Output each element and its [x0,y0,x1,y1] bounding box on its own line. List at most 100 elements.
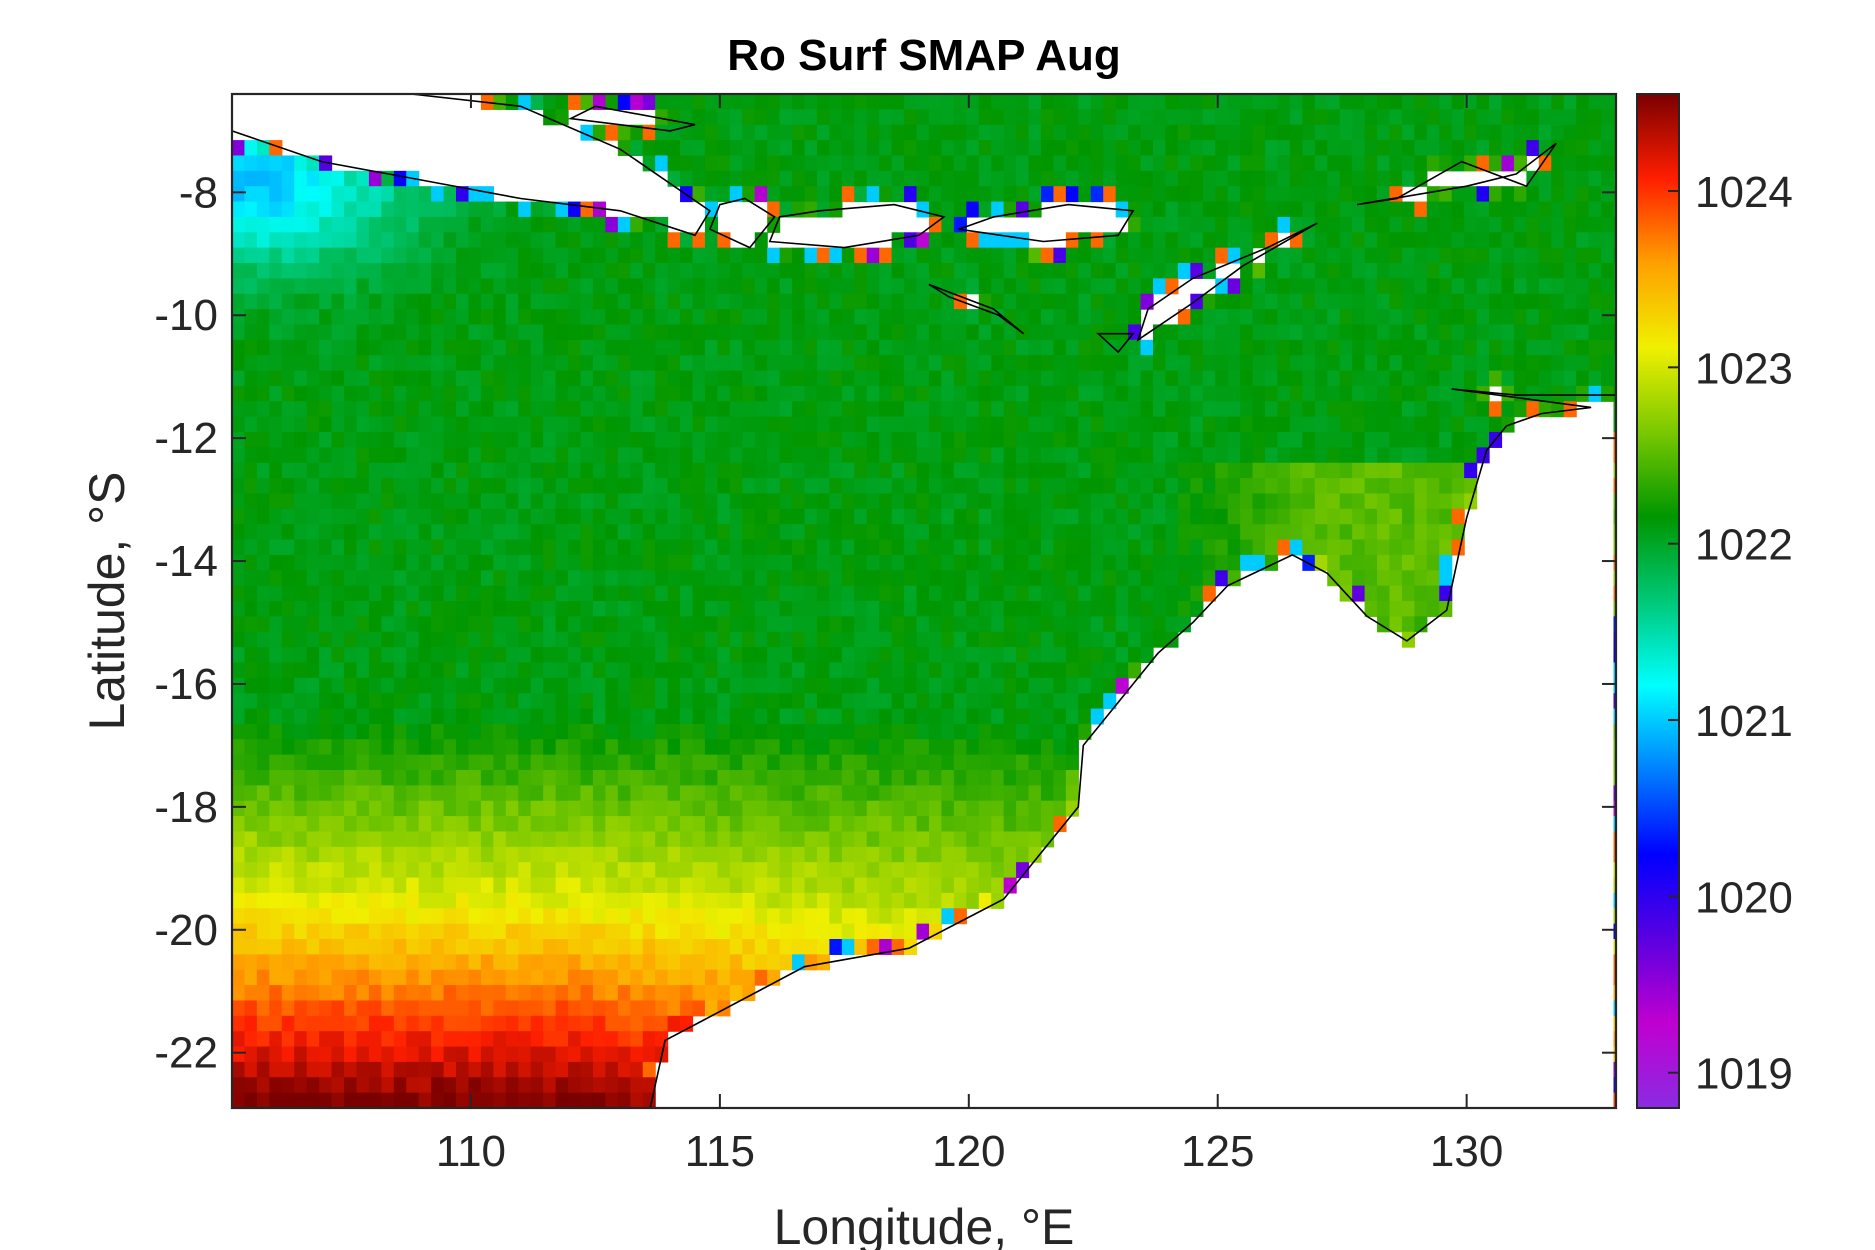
heatmap-cell [406,1031,420,1048]
heatmap-cell [729,831,743,848]
heatmap-cell [393,939,407,955]
heatmap-cell [269,370,283,387]
heatmap-cell [879,616,893,633]
heatmap-cell [543,201,557,218]
heatmap-cell [966,355,980,372]
heatmap-cell [991,447,1005,464]
heatmap-cell [953,831,967,848]
heatmap-cell [704,109,718,126]
heatmap-cell [866,846,880,863]
heatmap-cell [592,616,606,633]
heatmap-cell [568,1061,582,1078]
heatmap-cell [904,908,918,925]
heatmap-cell [630,892,644,909]
heatmap-cell [344,247,358,264]
heatmap-cell [928,693,943,710]
heatmap-cell [767,186,781,203]
heatmap-cell [530,770,544,786]
heatmap-cell [530,923,544,940]
heatmap-cell [1327,539,1341,556]
heatmap-cell [294,1046,308,1063]
heatmap-cell [816,124,831,141]
heatmap-cell [1352,293,1366,310]
heatmap-cell [1377,370,1391,387]
heatmap-cell [356,170,370,187]
heatmap-cell [1065,554,1079,571]
heatmap-cell [605,416,619,433]
heatmap-cell [1016,447,1030,464]
heatmap-cell [891,324,905,341]
heatmap-cell [978,616,992,633]
heatmap-cell [1140,140,1154,157]
heatmap-cell [916,293,930,310]
heatmap-cell [1115,631,1129,648]
heatmap-cell [617,985,631,1002]
heatmap-cell [866,539,880,556]
heatmap-cell [1289,186,1303,203]
heatmap-cell [1389,278,1403,295]
heatmap-cell [443,1015,457,1032]
heatmap-cell [518,1061,532,1078]
heatmap-cell [493,216,507,233]
heatmap-cell [244,693,258,710]
heatmap-cell [742,647,756,664]
heatmap-cell [1227,216,1241,233]
heatmap-cell [1003,447,1017,464]
heatmap-cell [1040,324,1055,341]
heatmap-cell [866,631,880,648]
heatmap-cell [381,1031,395,1048]
heatmap-cell [1451,493,1465,510]
heatmap-cell [493,370,507,387]
heatmap-cell [580,923,594,940]
heatmap-cell [1040,339,1055,356]
heatmap-cell [232,708,246,725]
heatmap-cell [568,539,582,556]
heatmap-cell [1028,170,1042,187]
heatmap-cell [680,846,694,863]
heatmap-cell [281,662,295,679]
heatmap-cell [456,1077,470,1094]
heatmap-cell [530,247,544,264]
heatmap-cell [256,508,270,525]
heatmap-cell [1401,493,1415,510]
heatmap-cell [941,601,955,617]
heatmap-cell [1302,155,1316,172]
heatmap-cell [1128,309,1142,326]
heatmap-cell [1128,401,1142,418]
heatmap-cell [754,109,768,126]
heatmap-cell [1364,216,1378,233]
heatmap-cell [742,892,756,909]
heatmap-cell [1464,109,1478,126]
heatmap-cell [767,370,781,387]
heatmap-cell [642,800,656,817]
heatmap-cell [816,601,831,617]
heatmap-cell [978,739,992,756]
heatmap-cell [1451,293,1465,310]
heatmap-cell [356,693,370,710]
heatmap-cell [1202,462,1216,479]
heatmap-cell [456,601,470,617]
heatmap-cell [978,447,992,464]
heatmap-cell [904,293,918,310]
heatmap-cell [1040,723,1055,740]
heatmap-cell [816,278,831,295]
heatmap-cell [418,539,432,556]
heatmap-cell [232,631,246,648]
heatmap-cell [704,355,718,372]
heatmap-cell [406,1015,420,1032]
heatmap-cell [505,754,519,771]
heatmap-cell [1140,94,1154,110]
heatmap-cell [530,385,544,402]
heatmap-cell [443,908,457,925]
heatmap-cell [1289,293,1303,310]
heatmap-cell [642,1046,656,1063]
heatmap-cell [1451,462,1465,479]
heatmap-cell [480,462,494,479]
heatmap-cell [1053,754,1067,771]
heatmap-cell [1339,462,1353,479]
heatmap-cell [879,401,893,418]
heatmap-cell [244,293,258,310]
heatmap-cell [829,508,843,525]
heatmap-cell [381,539,395,556]
heatmap-cell [406,478,420,495]
